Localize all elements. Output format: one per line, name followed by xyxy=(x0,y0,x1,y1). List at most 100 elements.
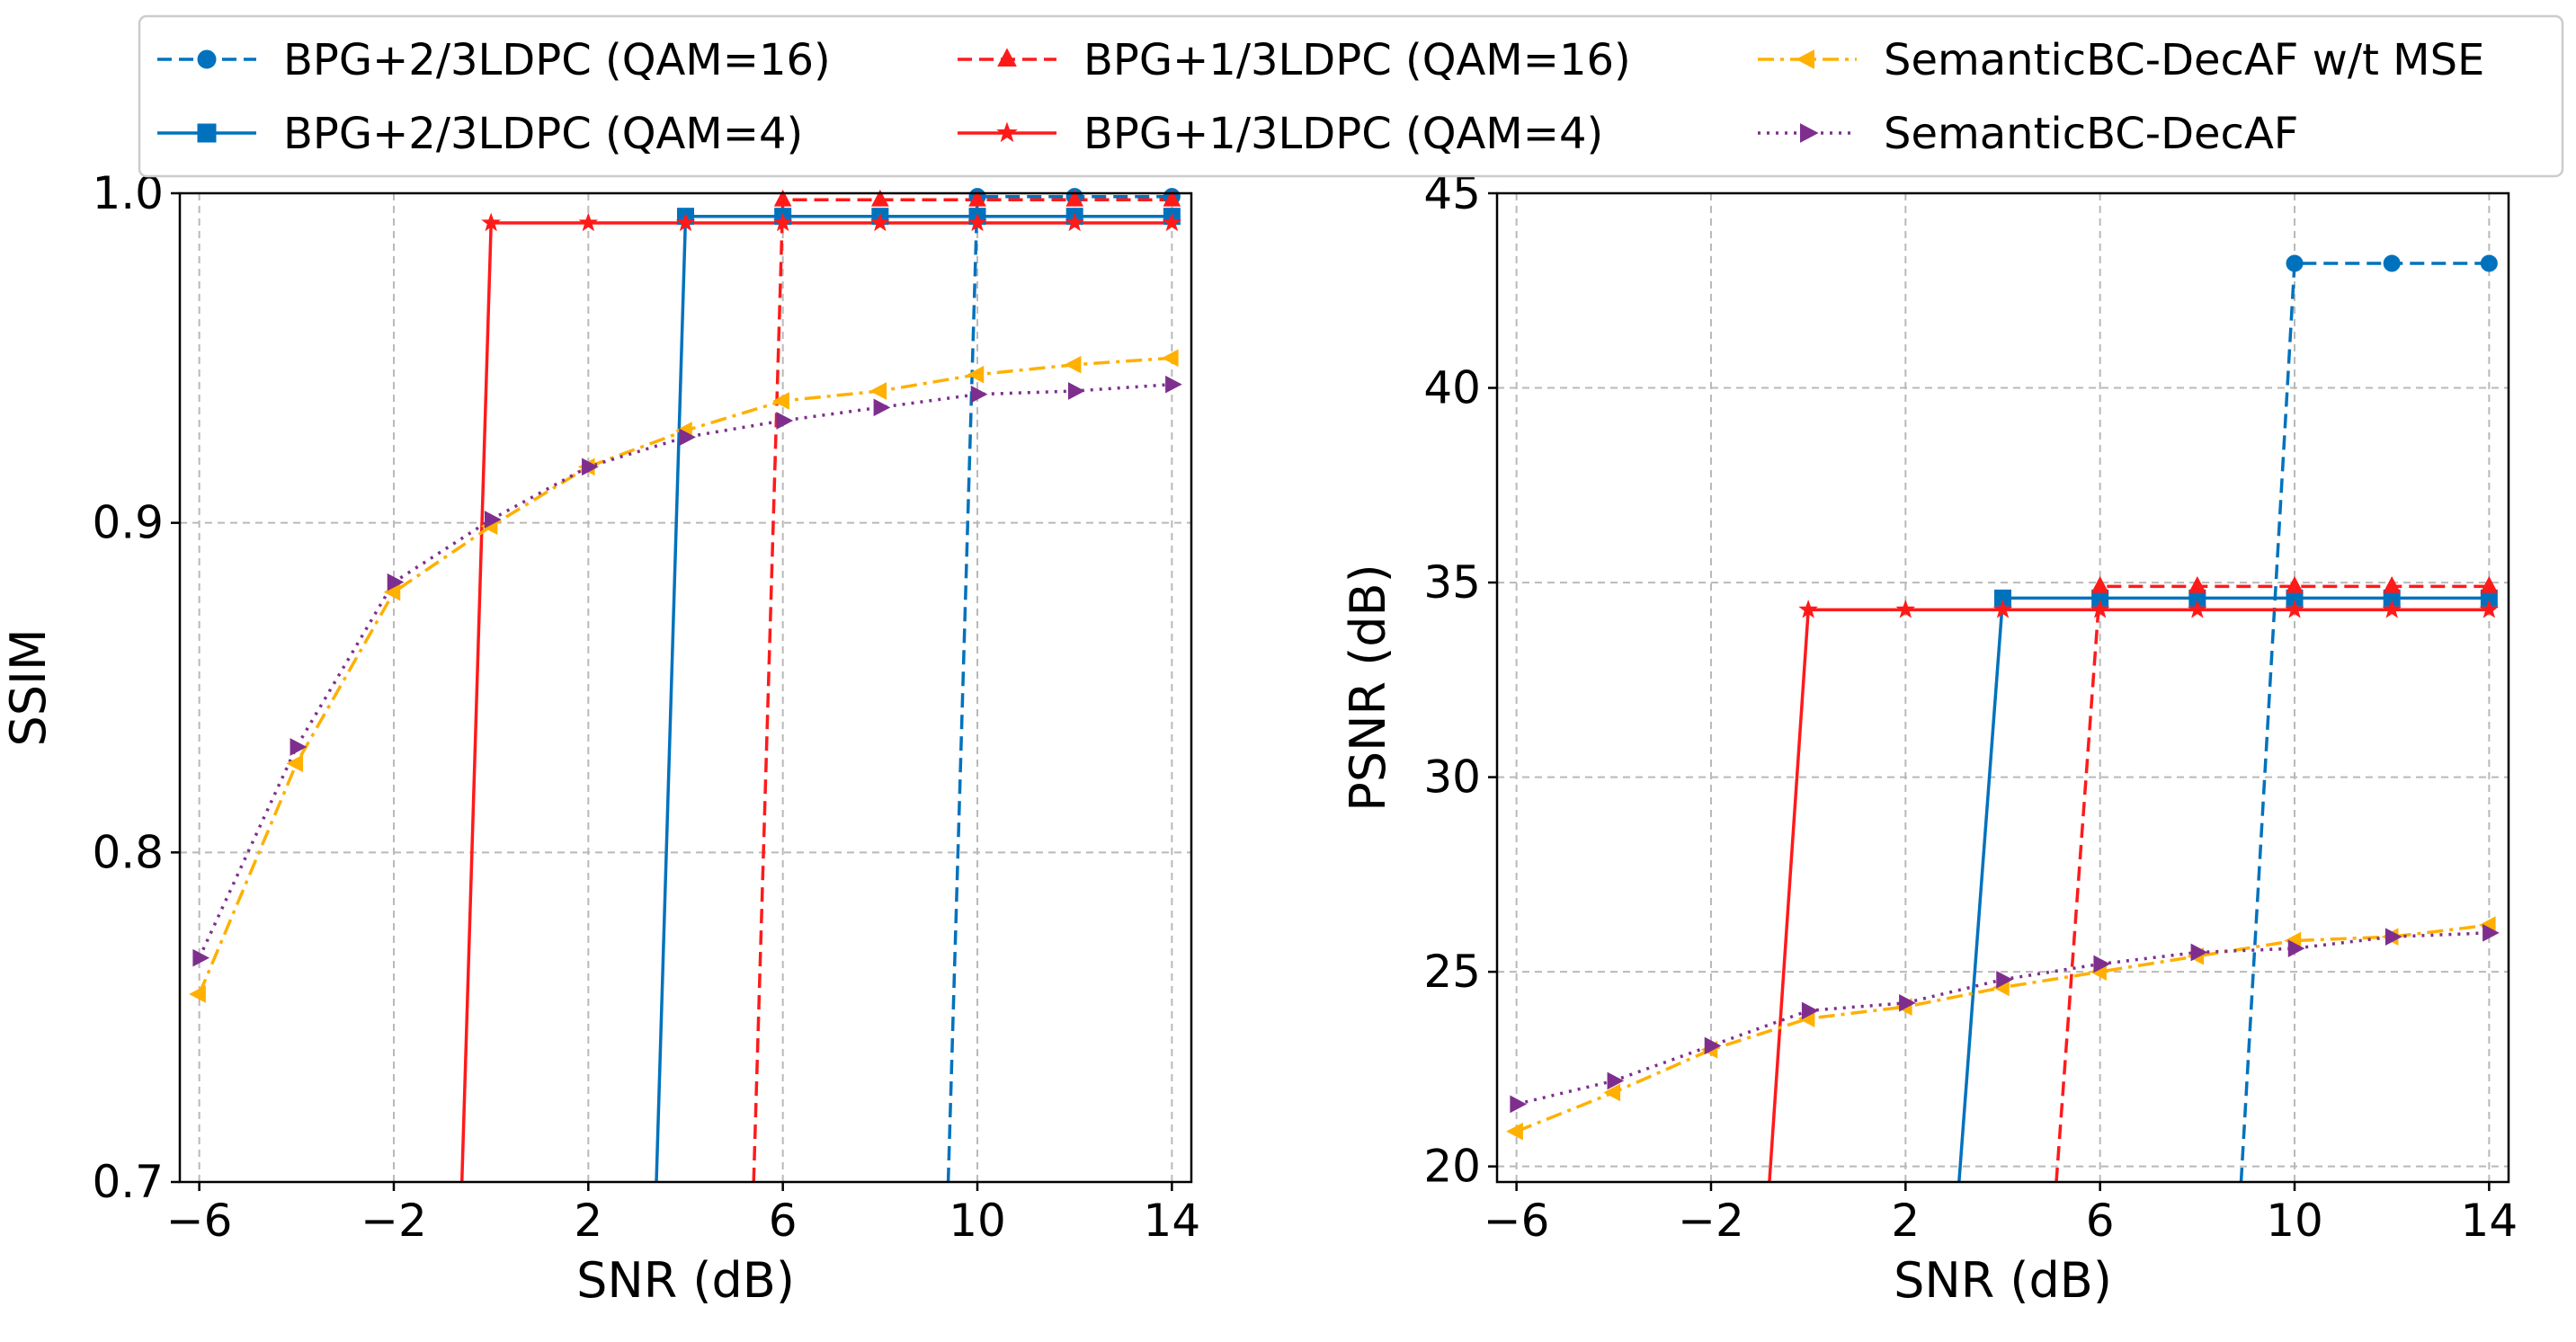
panel2-axes-frame xyxy=(1495,191,2510,1184)
panel1-point-bpg-1-3ldpc-qam-4 xyxy=(578,212,599,232)
panel1-point-semanticbc-decaf-w-t-mse xyxy=(869,382,887,400)
panel1-point-bpg-1-3ldpc-qam-16 xyxy=(1065,189,1084,207)
panel2-point-bpg-1-3ldpc-qam-4 xyxy=(2382,600,2402,618)
legend-marker xyxy=(197,123,217,143)
legend-item-bpg-1-3ldpc-qam-4: BPG+1/3LDPC (QAM=4) xyxy=(958,109,1603,159)
panel2-point-semanticbc-decaf-w-t-mse xyxy=(1506,1122,1523,1141)
panel1-point-bpg-1-3ldpc-qam-4 xyxy=(772,212,793,232)
panel1-point-semanticbc-decaf xyxy=(484,511,502,529)
panel2-point-semanticbc-decaf xyxy=(1899,993,1916,1012)
legend-label: BPG+2/3LDPC (QAM=4) xyxy=(283,109,803,159)
panel1-series-line-bpg-2-3ldpc-qam-4 xyxy=(655,214,1172,1182)
panel1-point-semanticbc-decaf-w-t-mse xyxy=(1064,355,1082,374)
panel1-x-tick-label: 14 xyxy=(1144,1195,1201,1247)
legend-item-bpg-1-3ldpc-qam-16: BPG+1/3LDPC (QAM=16) xyxy=(958,35,1631,85)
panel1-point-semanticbc-decaf xyxy=(1165,375,1182,394)
panel2-y-tick-label: 30 xyxy=(1423,751,1481,804)
panel2-point-semanticbc-decaf xyxy=(2287,939,2305,957)
panel2-point-semanticbc-decaf xyxy=(1996,970,2013,989)
panel2-x-tick-label: 14 xyxy=(2461,1195,2518,1247)
legend-marker xyxy=(996,121,1018,143)
panel2-series-line-bpg-2-3ldpc-qam-16 xyxy=(2239,262,2490,1182)
panel2-point-bpg-1-3ldpc-qam-4 xyxy=(1798,600,1818,618)
panel2-y-tick-label: 20 xyxy=(1423,1141,1481,1193)
panel1-point-bpg-1-3ldpc-qam-16 xyxy=(871,189,889,207)
panel1-point-bpg-1-3ldpc-qam-4 xyxy=(1162,212,1182,232)
panel2-point-semanticbc-decaf xyxy=(1704,1036,1722,1055)
panel1-series-line-bpg-2-3ldpc-qam-16 xyxy=(946,194,1172,1182)
panel1-point-bpg-1-3ldpc-qam-4 xyxy=(870,212,890,232)
panel1-x-tick-label: −2 xyxy=(361,1195,427,1247)
panel2-point-bpg-1-3ldpc-qam-16 xyxy=(2383,575,2402,593)
legend-label: BPG+1/3LDPC (QAM=16) xyxy=(1083,35,1631,85)
panel1-point-semanticbc-decaf xyxy=(582,458,599,476)
panel2-markers xyxy=(1506,254,2500,1141)
panel1-point-bpg-1-3ldpc-qam-16 xyxy=(773,189,792,207)
panel2-y-tick-label: 35 xyxy=(1423,556,1481,609)
panel2-series-line-semanticbc-decaf xyxy=(1516,931,2490,1106)
panel2-point-semanticbc-decaf xyxy=(1607,1071,1625,1090)
panel2-x-axis-label: SNR (dB) xyxy=(1894,1252,2112,1309)
panel1-y-tick-label: 0.9 xyxy=(92,497,164,549)
panel2-point-semanticbc-decaf xyxy=(2384,928,2402,946)
panel2-point-bpg-2-3ldpc-qam-16 xyxy=(2286,254,2304,272)
panel1-point-bpg-1-3ldpc-qam-4 xyxy=(675,212,696,232)
legend-item-semanticbc-decaf-w-t-mse: SemanticBC-DecAF w/t MSE xyxy=(1758,35,2484,85)
panel2-series-line-bpg-1-3ldpc-qam-16 xyxy=(2055,584,2490,1182)
panel2-y-tick-label: 40 xyxy=(1423,362,1481,414)
panel2-point-bpg-2-3ldpc-qam-16 xyxy=(2383,254,2401,272)
panel1-point-semanticbc-decaf xyxy=(679,428,696,447)
panel1-point-semanticbc-decaf-w-t-mse xyxy=(189,985,206,1003)
panel1-axes-frame xyxy=(178,191,1193,1184)
panel1-point-semanticbc-decaf xyxy=(387,573,405,591)
panel1-x-tick-label: 2 xyxy=(574,1195,602,1247)
panel2-x-tick-label: 10 xyxy=(2266,1195,2323,1247)
panel1-y-axis-label: SSIM xyxy=(0,628,57,746)
legend-frame xyxy=(138,14,2564,178)
panel2-point-semanticbc-decaf xyxy=(2093,955,2111,973)
legend-label: BPG+1/3LDPC (QAM=4) xyxy=(1083,109,1603,159)
panel2-point-bpg-1-3ldpc-qam-4 xyxy=(1895,600,1916,618)
panel1-point-semanticbc-decaf xyxy=(1067,382,1085,400)
panel2-plot-area xyxy=(1515,262,2490,1182)
panel1-markers xyxy=(189,188,1182,1003)
panel2-x-tick-label: 2 xyxy=(1891,1195,1920,1247)
panel1-series-line-bpg-1-3ldpc-qam-16 xyxy=(752,198,1172,1182)
legend-item-bpg-2-3ldpc-qam-4: BPG+2/3LDPC (QAM=4) xyxy=(157,109,803,159)
panel2-point-semanticbc-decaf xyxy=(2482,924,2500,942)
panel1-y-tick-label: 0.7 xyxy=(92,1156,164,1208)
panel2-point-semanticbc-decaf xyxy=(2190,943,2208,962)
panel2-point-bpg-1-3ldpc-qam-16 xyxy=(2090,575,2109,593)
panel1-point-semanticbc-decaf xyxy=(192,948,210,967)
panel2-point-semanticbc-decaf-w-t-mse xyxy=(1603,1083,1621,1102)
panel2-point-semanticbc-decaf xyxy=(1801,1001,1819,1020)
panel1-y-tick-label: 0.8 xyxy=(92,826,164,878)
legend-item-semanticbc-decaf: SemanticBC-DecAF xyxy=(1758,109,2298,159)
panel2-point-bpg-1-3ldpc-qam-16 xyxy=(2480,575,2499,593)
panel2-point-bpg-1-3ldpc-qam-4 xyxy=(1992,600,2013,618)
panel1-series-line-semanticbc-decaf-w-t-mse xyxy=(197,356,1172,995)
legend-marker xyxy=(197,49,217,69)
panel1-point-semanticbc-decaf xyxy=(776,412,794,430)
legend-label: SemanticBC-DecAF w/t MSE xyxy=(1884,35,2484,85)
panel2-point-semanticbc-decaf xyxy=(1510,1095,1528,1114)
panel2-point-bpg-1-3ldpc-qam-4 xyxy=(2090,600,2110,618)
legend-item-bpg-2-3ldpc-qam-16: BPG+2/3LDPC (QAM=16) xyxy=(157,35,831,85)
panel1-x-axis-label: SNR (dB) xyxy=(576,1252,795,1309)
panel1-point-semanticbc-decaf xyxy=(290,738,308,756)
panel2-series-line-semanticbc-decaf-w-t-mse xyxy=(1515,923,2490,1133)
legend-label: BPG+2/3LDPC (QAM=16) xyxy=(283,35,831,85)
legend-marker xyxy=(1800,123,1819,143)
panel1-point-bpg-1-3ldpc-qam-4 xyxy=(967,212,987,232)
panel1-point-semanticbc-decaf-w-t-mse xyxy=(1161,349,1179,368)
panel2-y-tick-label: 25 xyxy=(1423,946,1481,998)
panel1-point-bpg-1-3ldpc-qam-4 xyxy=(481,212,501,232)
panel1-plot-area xyxy=(197,194,1172,1182)
panel2-x-tick-label: 6 xyxy=(2086,1195,2115,1247)
panel2-grid xyxy=(1497,192,2509,1182)
panel1-point-semanticbc-decaf xyxy=(970,385,988,404)
panel2-point-bpg-1-3ldpc-qam-4 xyxy=(2285,600,2304,618)
panel1-x-tick-label: 10 xyxy=(949,1195,1006,1247)
